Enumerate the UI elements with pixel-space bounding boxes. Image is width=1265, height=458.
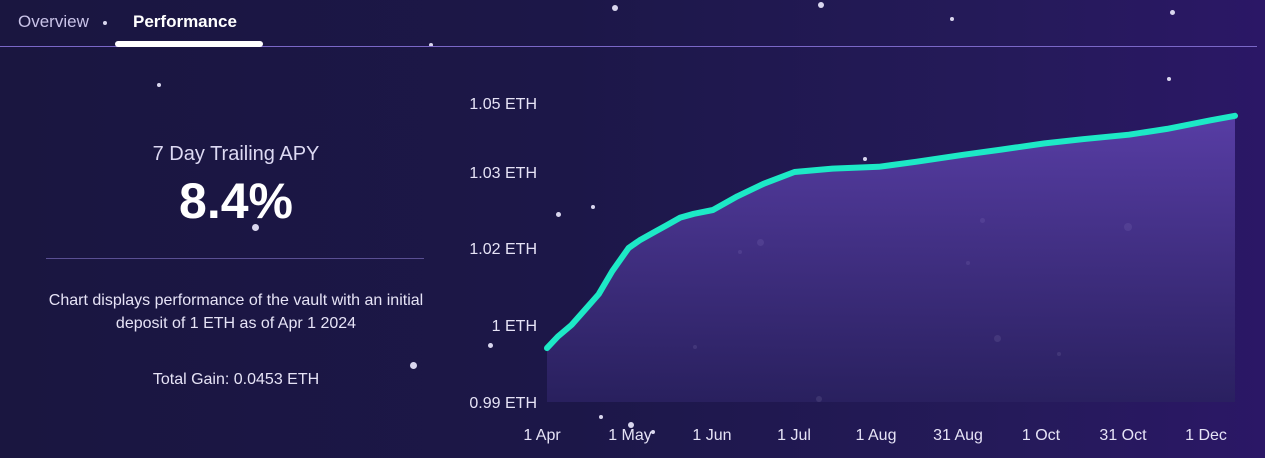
y-tick-label: 1.05 ETH: [469, 96, 537, 113]
performance-area: [547, 115, 1235, 403]
x-tick-label: 31 Oct: [1099, 427, 1147, 444]
apy-label: 7 Day Trailing APY: [152, 143, 320, 165]
x-tick-label: 1 Jul: [777, 427, 811, 444]
tab-performance[interactable]: Performance: [133, 12, 237, 31]
x-tick-label: 31 Aug: [933, 427, 983, 444]
x-tick-label: 1 May: [608, 427, 652, 444]
x-tick-label: 1 Dec: [1185, 427, 1227, 444]
stats-divider: [46, 258, 424, 259]
chart-description: Chart displays performance of the vault …: [48, 292, 424, 332]
y-tick-label: 1.02 ETH: [469, 241, 537, 258]
y-tick-label: 1.03 ETH: [469, 165, 537, 182]
total-gain: Total Gain: 0.0453 ETH: [152, 371, 320, 388]
x-tick-label: 1 Oct: [1022, 427, 1061, 444]
x-axis: 1 Apr 1 May 1 Jun 1 Jul 1 Aug 31 Aug 1 Oct 31 O…: [523, 427, 1227, 444]
y-axis: 0.99 ETH 1 ETH 1.02 ETH 1.03 ETH 1.05 ETH: [469, 96, 537, 412]
x-tick-label: 1 Jun: [692, 427, 731, 444]
tab-overview[interactable]: Overview: [18, 12, 89, 31]
tab-bar: Overview Performance: [0, 0, 1257, 47]
performance-line: [544, 112, 1238, 352]
y-tick-label: 1 ETH: [492, 318, 537, 335]
active-tab-indicator: [115, 41, 263, 47]
performance-chart: 0.99 ETH 1 ETH 1.02 ETH 1.03 ETH 1.05 ETH 1 …: [469, 96, 1238, 444]
x-tick-label: 1 Apr: [523, 427, 561, 444]
x-tick-label: 1 Aug: [856, 427, 897, 444]
apy-value: 8.4%: [179, 173, 293, 229]
y-tick-label: 0.99 ETH: [469, 395, 537, 412]
